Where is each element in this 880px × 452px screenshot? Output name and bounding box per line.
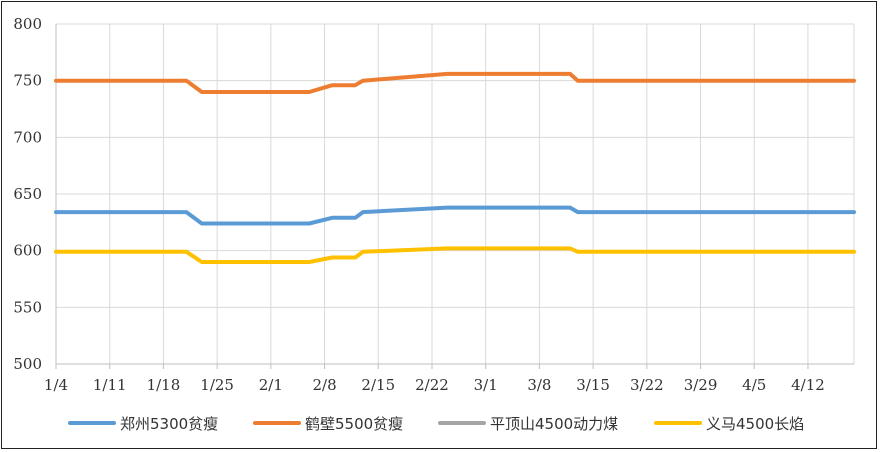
y-tick-label: 800 [13,15,42,33]
x-tick-label: 2/15 [361,376,395,394]
series-line-3 [54,246,856,264]
series-line-1 [54,71,856,94]
x-tick-label: 4/12 [791,376,825,394]
y-tick-label: 650 [13,185,42,203]
x-tick-label: 3/29 [684,376,718,394]
series-lines [54,71,856,264]
legend-label-2: 平顶山4500动力煤 [490,415,618,433]
tick-labels: 500 550 600 650 700 750 800 1/4 1/11 1/18 1/25 2/1 2… [13,15,824,394]
x-tick-label: 2/1 [259,376,283,394]
y-tick-label: 600 [13,242,42,260]
axes [55,24,854,369]
x-tick-label: 3/22 [630,376,664,394]
legend-label-3: 义马4500长焰 [706,415,804,433]
y-tick-label: 550 [13,298,42,316]
y-tick-label: 700 [13,128,42,146]
x-tick-label: 1/4 [44,376,68,394]
x-tick-label: 1/11 [93,376,127,394]
legend: 郑州5300贫瘦 鹤壁5500贫瘦 平顶山4500动力煤 义马4500长焰 [68,415,804,433]
legend-label-0: 郑州5300贫瘦 [120,415,218,433]
x-tick-label: 4/5 [742,376,766,394]
y-tick-label: 500 [13,355,42,373]
y-tick-label: 750 [13,72,42,90]
x-tick-label: 3/1 [474,376,498,394]
x-tick-label: 2/8 [312,376,336,394]
x-tick-label: 3/8 [527,376,551,394]
x-tick-label: 2/22 [415,376,449,394]
x-tick-label: 1/18 [147,376,181,394]
legend-label-1: 鹤壁5500贫瘦 [305,415,403,433]
x-tick-label: 1/25 [200,376,234,394]
series-line-0 [54,205,856,226]
x-tick-label: 3/15 [576,376,610,394]
